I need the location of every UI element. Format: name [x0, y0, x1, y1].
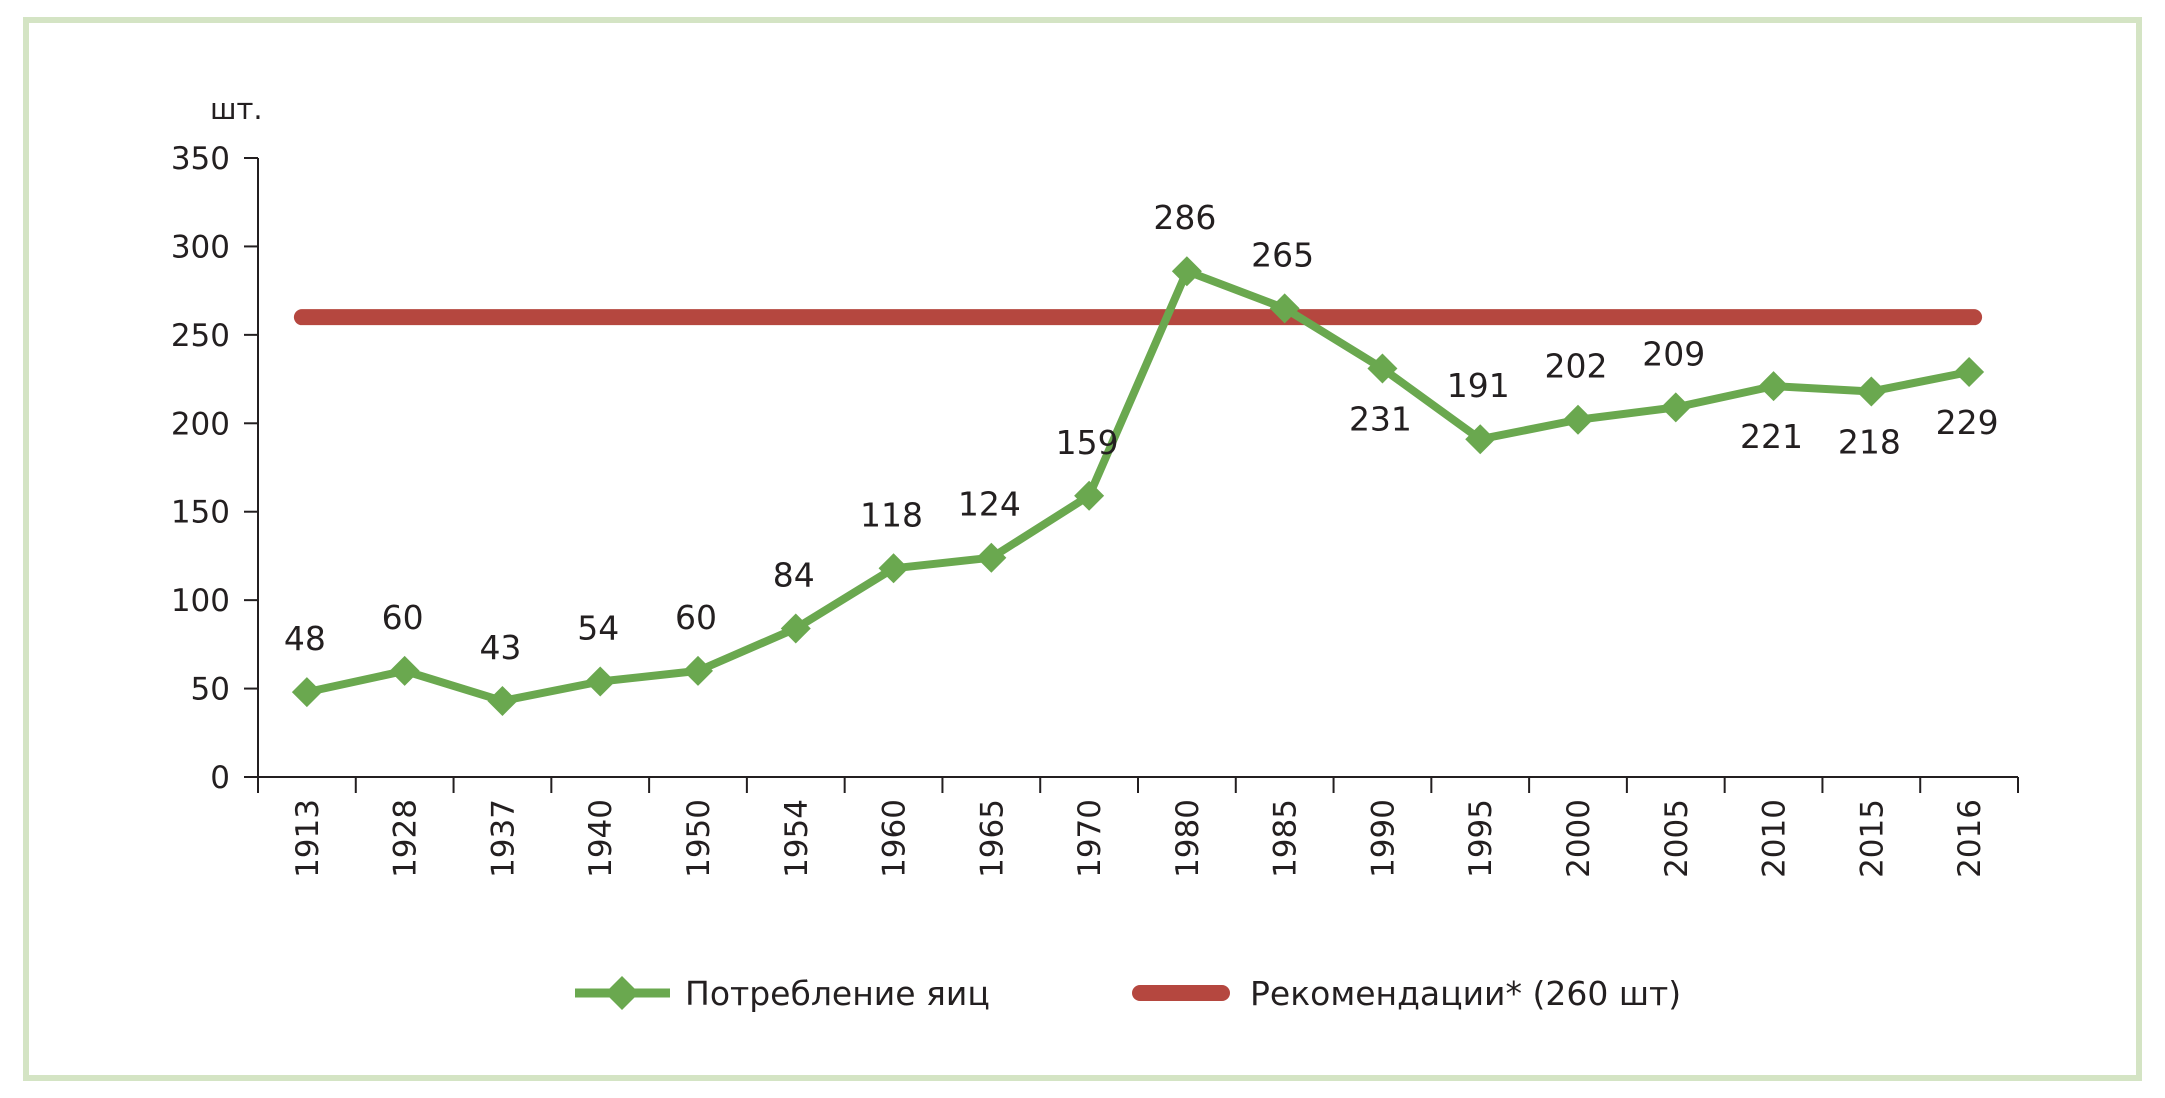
- consumption-data-label: 286: [1153, 198, 1216, 237]
- consumption-data-label: 229: [1936, 403, 1999, 442]
- consumption-line: [306, 267, 1970, 705]
- y-tick-label: 300: [171, 229, 230, 265]
- x-tick-label: 2000: [1561, 799, 1597, 878]
- consumption-marker: [1660, 392, 1691, 423]
- consumption-data-label: 218: [1838, 422, 1901, 461]
- consumption-marker: [1465, 424, 1496, 455]
- x-axis: 1913 1928 1937 1940 1950 1954 1960 1965 1970 1980…: [257, 776, 2019, 878]
- legend-consumption-label: Потребление яиц: [685, 974, 990, 1013]
- consumption-marker: [1074, 480, 1105, 511]
- consumption-data-label: 118: [860, 495, 923, 534]
- x-tick-label: 2016: [1952, 799, 1988, 878]
- y-axis-unit: шт.: [210, 92, 263, 126]
- x-tick-label: 2005: [1659, 799, 1695, 878]
- x-tick-label: 1980: [1170, 799, 1206, 878]
- consumption-marker: [585, 666, 616, 697]
- x-tick-label: 1960: [877, 799, 913, 878]
- x-tick-label: 1950: [681, 799, 717, 878]
- consumption-marker: [1269, 293, 1300, 324]
- consumption-data-label: 124: [958, 485, 1021, 524]
- consumption-marker: [976, 542, 1007, 573]
- consumption-data-label: 43: [479, 628, 521, 667]
- y-tick-label: 150: [171, 495, 230, 531]
- consumption-marker: [780, 613, 811, 644]
- consumption-marker: [291, 677, 322, 708]
- consumption-data-label: 202: [1545, 347, 1608, 386]
- consumption-data-label: 54: [577, 608, 619, 647]
- consumption-marker: [878, 553, 909, 584]
- consumption-marker: [683, 655, 713, 686]
- consumption-data-label: 221: [1740, 417, 1803, 456]
- x-tick-label: 1928: [388, 799, 424, 878]
- y-axis: 0 50 100 150 200 250 300 350: [171, 141, 259, 796]
- legend-consumption-marker: [605, 976, 639, 1010]
- x-tick-label: 1937: [485, 799, 521, 878]
- x-tick-label: 2010: [1757, 799, 1793, 878]
- consumption-marker: [1758, 371, 1789, 402]
- x-tick-label: 1913: [290, 799, 326, 878]
- consumption-data-label: 209: [1642, 334, 1705, 373]
- x-tick-label: 1970: [1072, 799, 1108, 878]
- series-layer: [291, 256, 1985, 716]
- consumption-data-label: 231: [1349, 399, 1412, 438]
- x-tick-label: 1985: [1268, 799, 1304, 878]
- consumption-data-label: 48: [284, 619, 326, 658]
- x-tick-label: 1940: [583, 799, 619, 878]
- y-tick-label: 200: [171, 406, 230, 442]
- y-tick-label: 50: [191, 672, 230, 708]
- x-tick-label: 1965: [974, 799, 1010, 878]
- legend-recommendation-label: Рекомендации* (260 шт): [1250, 974, 1681, 1013]
- x-tick-label: 1990: [1365, 799, 1401, 878]
- y-tick-label: 100: [171, 583, 230, 619]
- consumption-data-label: 265: [1251, 235, 1314, 274]
- frame-border: [23, 17, 2142, 1081]
- consumption-marker: [1367, 353, 1398, 384]
- consumption-data-label: 191: [1447, 366, 1510, 405]
- consumption-marker: [1563, 404, 1593, 435]
- consumption-data-label: 159: [1056, 423, 1119, 462]
- consumption-marker: [1954, 356, 1985, 387]
- consumption-marker: [487, 685, 518, 716]
- data-labels: 48 60 43 54 60 84 118 124 159 286 265 231 191 202 209 2…: [284, 198, 1999, 667]
- x-tick-label: 1995: [1463, 799, 1499, 878]
- y-tick-label: 0: [210, 760, 230, 796]
- consumption-data-label: 84: [773, 555, 815, 594]
- legend: Потребление яиц Рекомендации* (260 шт): [575, 974, 1681, 1013]
- x-tick-label: 1954: [779, 799, 815, 878]
- consumption-marker: [1856, 376, 1887, 407]
- consumption-data-label: 60: [675, 598, 717, 637]
- legend-item-consumption: Потребление яиц: [575, 974, 990, 1013]
- consumption-data-label: 60: [382, 598, 424, 637]
- legend-item-recommendation: Рекомендации* (260 шт): [1132, 974, 1681, 1013]
- y-tick-label: 350: [171, 141, 230, 177]
- consumption-marker: [1171, 256, 1202, 287]
- consumption-marker: [389, 655, 420, 686]
- y-tick-label: 250: [171, 318, 230, 354]
- x-tick-label: 2015: [1854, 799, 1890, 878]
